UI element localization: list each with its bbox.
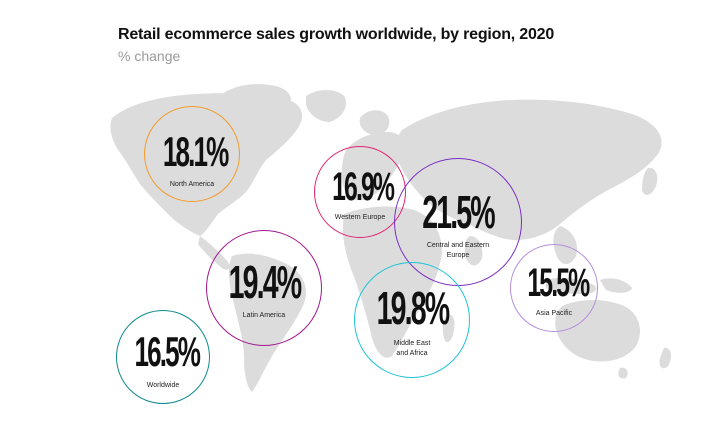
bubble-central-eastern-europe: 21.5% Central and Eastern Europe [394, 158, 522, 286]
bubble-latin-america: 19.4% Latin America [206, 230, 322, 346]
label-latin-america: Latin America [242, 312, 286, 319]
value-central-eastern-europe: 21.5% [422, 186, 495, 238]
bubble-western-europe: 16.9% Western Europe [314, 146, 406, 238]
value-middle-east-africa: 19.8% [376, 282, 450, 334]
bubble-middle-east-africa: 19.8% Middle East and Africa [354, 262, 470, 378]
value-latin-america: 19.4% [228, 256, 302, 308]
label-worldwide: Worldwide [146, 382, 180, 389]
bubble-worldwide: 16.5% Worldwide [116, 310, 210, 404]
label-north-america: North America [169, 181, 215, 188]
value-western-europe: 16.9% [332, 165, 395, 209]
chart-title: Retail ecommerce sales growth worldwide,… [118, 26, 555, 43]
bubble-asia-pacific: 15.5% Asia Pacific [510, 244, 598, 332]
label-middle-east-africa: Middle East and Africa [393, 340, 431, 357]
label-central-eastern-europe: Central and Eastern Europe [426, 242, 490, 259]
label-asia-pacific: Asia Pacific [535, 310, 573, 317]
value-worldwide: 16.5% [134, 328, 200, 375]
chart-subtitle: % change [118, 48, 181, 64]
value-asia-pacific: 15.5% [527, 261, 590, 305]
bubble-north-america: 18.1% North America [144, 106, 240, 202]
value-north-america: 18.1% [162, 128, 229, 175]
label-western-europe: Western Europe [334, 214, 386, 221]
